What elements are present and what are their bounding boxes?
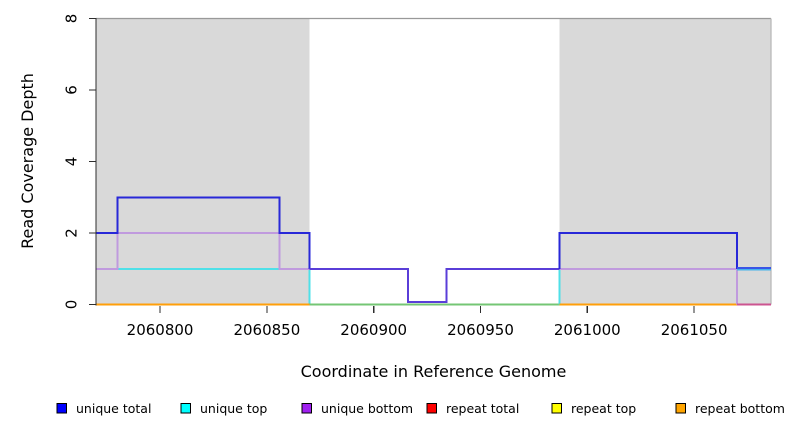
x-tick-label: 2061000 (554, 321, 621, 339)
legend-item-repeat-bottom: repeat bottom (675, 401, 785, 416)
legend-label: repeat total (446, 401, 519, 416)
coverage-line-segment-8 (96, 196, 311, 269)
legend-swatch-unique-top (180, 403, 191, 414)
legend: unique total unique top unique bottom repea… (56, 401, 785, 416)
y-tick-label: 8 (62, 14, 80, 24)
x-tick-label: 2060900 (340, 321, 407, 339)
repeat-region-shading (96, 18, 771, 305)
legend-label: repeat top (571, 401, 636, 416)
x-tick-label: 2060800 (127, 321, 194, 339)
repeat-region-left (96, 18, 310, 305)
legend-label: unique top (200, 401, 267, 416)
y-tick-label: 6 (62, 85, 80, 95)
legend-swatch-unique-total (56, 403, 67, 414)
repeat-region-right (559, 18, 771, 305)
legend-label: repeat bottom (695, 401, 785, 416)
x-axis-title: Coordinate in Reference Genome (301, 362, 567, 381)
legend-item-repeat-total: repeat total (426, 401, 519, 416)
legend-label: unique bottom (321, 401, 413, 416)
legend-label: unique total (76, 401, 151, 416)
y-axis-title: Read Coverage Depth (18, 73, 37, 249)
coverage-line-segment-5 (96, 232, 310, 270)
coverage-lines (96, 196, 771, 306)
x-tick-label: 2060950 (447, 321, 514, 339)
plot-borders (96, 17, 772, 305)
x-tick-label: 2060850 (233, 321, 300, 339)
legend-swatch-repeat-top (551, 403, 562, 414)
legend-item-unique-top: unique top (180, 401, 267, 416)
legend-swatch-repeat-total (426, 403, 437, 414)
legend-item-unique-bottom: unique bottom (301, 401, 413, 416)
y-tick-label: 4 (62, 157, 80, 167)
legend-swatch-unique-bottom (301, 403, 312, 414)
y-tick-label: 2 (62, 228, 80, 238)
axes: 0 2 4 6 8 2060800 2060850 2060900 2060950 2061000… (62, 14, 727, 339)
legend-swatch-repeat-bottom (675, 403, 686, 414)
x-tick-label: 2061050 (661, 321, 728, 339)
coverage-line-segment-10 (558, 232, 738, 269)
legend-item-unique-total: unique total (56, 401, 151, 416)
coverage-line-segment-9 (309, 267, 560, 303)
legend-item-repeat-top: repeat top (551, 401, 636, 416)
y-tick-label: 0 (62, 300, 80, 310)
